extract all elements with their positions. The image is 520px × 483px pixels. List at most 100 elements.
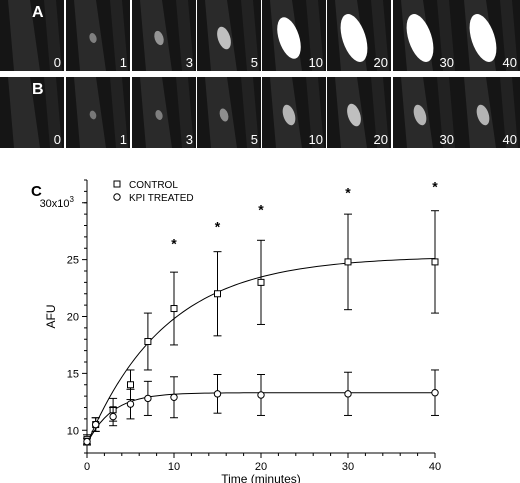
data-point-1-2 bbox=[109, 412, 117, 421]
row-b-tissue-shape-0 bbox=[8, 77, 40, 148]
row-b-time-label-7: 40 bbox=[502, 132, 517, 147]
data-point-1-4 bbox=[144, 394, 152, 403]
x-tick-label-10: 10 bbox=[168, 461, 180, 473]
row-a-frame-6: 30 bbox=[393, 0, 457, 71]
data-point-1-3 bbox=[126, 400, 135, 408]
data-point-1-0 bbox=[83, 437, 91, 446]
row-b-time-label-3: 5 bbox=[250, 132, 258, 147]
row-a-tissue-shape-1 bbox=[74, 0, 106, 71]
panel-label-b: B bbox=[32, 81, 44, 98]
row-b-frame-1: 1 bbox=[66, 77, 130, 148]
data-point-0-9 bbox=[431, 258, 439, 266]
data-point-1-1 bbox=[92, 420, 100, 429]
row-b-time-label-2: 3 bbox=[185, 132, 193, 147]
row-b-frame-2: 3 bbox=[132, 77, 196, 148]
y-tick-label-10: 10 bbox=[67, 425, 79, 437]
x-axis-title: Time (minutes) bbox=[221, 472, 301, 483]
data-point-1-5 bbox=[170, 393, 178, 401]
row-b-fluorescence-7 bbox=[476, 104, 490, 126]
data-point-1-6 bbox=[213, 390, 222, 398]
row-b-fluorescence-6 bbox=[413, 104, 427, 126]
row-a-time-label-7: 40 bbox=[502, 55, 517, 70]
x-tick-label-20: 20 bbox=[255, 461, 267, 473]
row-b-fluorescence-1 bbox=[89, 110, 97, 120]
legend-label-1: KPI TREATED bbox=[129, 193, 194, 204]
chart-legend: CONTROL KPI TREATED bbox=[113, 180, 194, 204]
significance-star-3: * bbox=[345, 184, 351, 200]
row-b-time-label-1: 1 bbox=[119, 132, 127, 147]
x-tick-label-40: 40 bbox=[429, 461, 441, 473]
significance-marks: * * * * * bbox=[171, 179, 438, 252]
row-b-tissue-shape-3 bbox=[205, 77, 237, 148]
row-b-frame-7: 40 bbox=[456, 77, 520, 148]
row-a-fluorescence-7 bbox=[469, 14, 497, 62]
panel-label-a: A bbox=[32, 4, 44, 21]
panel-label-c: C bbox=[31, 183, 42, 200]
row-b-tissue-shape-1 bbox=[74, 77, 106, 148]
row-a-frame-4: 10 bbox=[262, 0, 326, 71]
row-b-frame-3: 5 bbox=[197, 77, 261, 148]
plot-axes: 0 10 20 30 40 10 15 20 25 30x103 Time (minutes) AFU bbox=[40, 179, 441, 483]
row-a-time-label-3: 5 bbox=[250, 55, 258, 70]
series-1 bbox=[83, 369, 439, 446]
row-a-time-label-6: 30 bbox=[439, 55, 454, 70]
row-a-time-label-0: 0 bbox=[53, 55, 61, 70]
y-tick-label-20: 20 bbox=[67, 312, 79, 324]
row-b-frame-4: 10 bbox=[262, 77, 326, 148]
x-tick-label-0: 0 bbox=[84, 461, 90, 473]
data-point-1-8 bbox=[344, 390, 352, 398]
row-b-frame-0: 0 bbox=[0, 77, 64, 148]
y-axis-title: AFU bbox=[44, 305, 58, 329]
significance-star-2: * bbox=[258, 201, 264, 217]
row-a-fluorescence-3 bbox=[217, 26, 231, 50]
image-strips: 0 1 3 5 10 20 30 40 0 1 3 5 10 20 30 40 bbox=[0, 0, 520, 150]
row-b-time-label-0: 0 bbox=[53, 132, 61, 147]
row-b-fluorescence-5 bbox=[347, 103, 361, 127]
y-exponent-sup: 3 bbox=[70, 195, 75, 204]
legend-marker-0 bbox=[113, 180, 121, 188]
significance-star-1: * bbox=[215, 219, 221, 235]
data-point-0-4 bbox=[144, 338, 152, 346]
row-a-frame-1: 1 bbox=[66, 0, 130, 71]
y-tick-label-25: 25 bbox=[67, 255, 79, 267]
row-a-frame-2: 3 bbox=[132, 0, 196, 71]
row-a-frame-0: 0 bbox=[0, 0, 64, 71]
row-b-frame-5: 20 bbox=[327, 77, 391, 148]
data-point-0-3 bbox=[127, 381, 134, 389]
significance-star-0: * bbox=[171, 236, 177, 252]
chart-plot: 0 10 20 30 40 10 15 20 25 30x103 Time (minutes) AFU… bbox=[40, 179, 442, 483]
row-b-fluorescence-2 bbox=[155, 110, 163, 120]
row-b-tissue-shape-2 bbox=[140, 77, 172, 148]
row-a-fluorescence-1 bbox=[89, 33, 97, 43]
row-a-frame-7: 40 bbox=[456, 0, 520, 71]
data-series bbox=[83, 210, 439, 446]
row-a-tissue-shape-0 bbox=[8, 0, 40, 71]
row-a-time-label-5: 20 bbox=[373, 55, 388, 70]
row-a-fluorescence-5 bbox=[340, 14, 368, 62]
legend-marker-1 bbox=[113, 193, 121, 201]
y-exponent-label: 30x103 bbox=[40, 195, 75, 210]
row-b-fluorescence-4 bbox=[282, 104, 296, 126]
row-b-time-label-6: 30 bbox=[439, 132, 454, 147]
row-b-frame-6: 30 bbox=[393, 77, 457, 148]
significance-star-4: * bbox=[432, 179, 438, 195]
row-a-frame-3: 5 bbox=[197, 0, 261, 71]
row-a-fluorescence-6 bbox=[406, 14, 434, 62]
y-tick-label-15: 15 bbox=[67, 368, 79, 380]
row-a-fluorescence-2 bbox=[154, 30, 164, 46]
data-point-0-7 bbox=[257, 278, 265, 286]
data-point-0-8 bbox=[344, 258, 352, 266]
row-a-time-label-2: 3 bbox=[185, 55, 193, 70]
data-point-1-7 bbox=[257, 391, 265, 399]
row-b-time-label-4: 10 bbox=[308, 132, 323, 147]
row-b-time-label-5: 20 bbox=[373, 132, 388, 147]
row-a-frame-5: 20 bbox=[327, 0, 391, 71]
data-point-0-6 bbox=[214, 290, 221, 298]
row-b-fluorescence-3 bbox=[219, 108, 229, 122]
row-a-time-label-4: 10 bbox=[308, 55, 323, 70]
data-point-1-9 bbox=[431, 389, 439, 397]
row-a-time-label-1: 1 bbox=[119, 55, 127, 70]
data-point-0-5 bbox=[170, 305, 178, 313]
legend-label-0: CONTROL bbox=[129, 180, 178, 191]
x-tick-label-30: 30 bbox=[342, 461, 354, 473]
